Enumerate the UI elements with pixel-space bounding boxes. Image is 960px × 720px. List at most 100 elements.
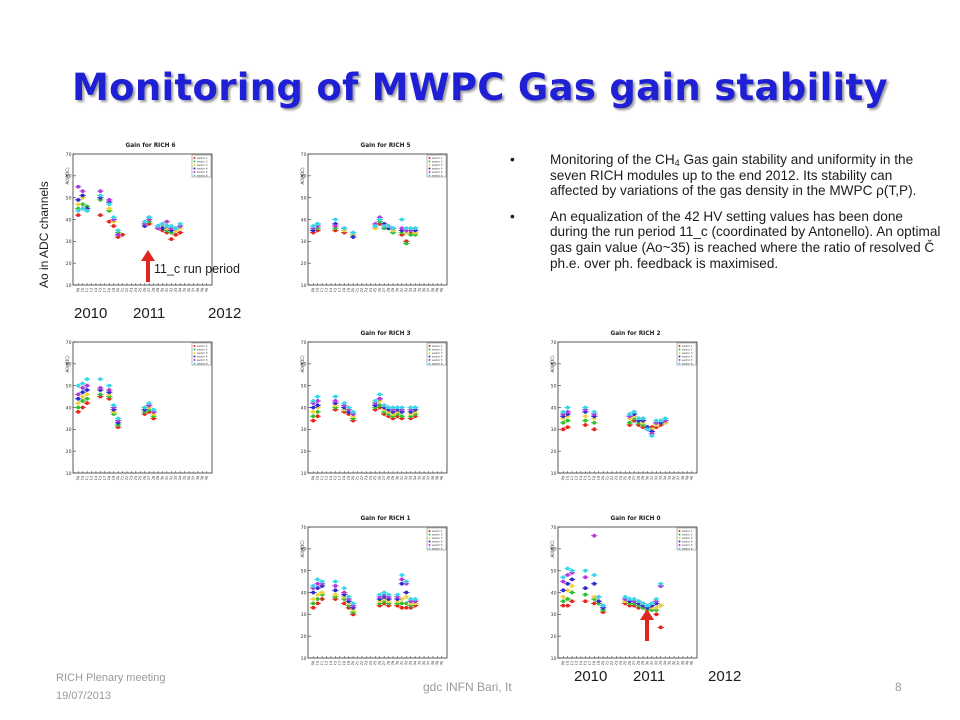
- x-tick-label: 23: [364, 475, 369, 480]
- x-tick-label: 09: [76, 287, 81, 293]
- legend-marker: [428, 160, 431, 163]
- x-tick-label: 37: [676, 660, 681, 665]
- x-tick-label: 27: [147, 475, 152, 480]
- x-tick-label: 37: [676, 475, 681, 480]
- legend-label: sector 1: [682, 344, 693, 348]
- x-tick-label: 28: [151, 475, 156, 481]
- x-tick-label: 17: [102, 475, 107, 480]
- legend-box: [426, 527, 447, 551]
- year-label: 2012: [708, 668, 742, 685]
- data-point: [178, 230, 183, 235]
- data-point: [156, 224, 160, 228]
- x-tick-label: 37: [191, 287, 196, 292]
- x-tick-label: 24: [368, 475, 373, 481]
- legend-label: sector 4: [682, 540, 693, 544]
- data-point: [583, 423, 588, 427]
- data-point: [386, 224, 391, 228]
- data-point: [627, 597, 632, 601]
- legend-label: sector 1: [432, 156, 443, 160]
- data-point: [76, 184, 81, 189]
- data-point: [561, 588, 566, 593]
- data-point: [654, 612, 659, 617]
- legend-marker: [678, 348, 681, 351]
- data-point: [315, 221, 320, 226]
- y-tick-label: 60: [301, 547, 307, 553]
- x-tick-label: 11: [570, 475, 575, 480]
- y-tick-label: 20: [551, 634, 557, 640]
- data-point: [351, 409, 356, 414]
- x-tick-label: 24: [133, 475, 138, 481]
- x-tick-label: 23: [364, 660, 369, 665]
- legend-box: [191, 154, 212, 178]
- data-point: [80, 385, 85, 390]
- data-point: [592, 594, 597, 599]
- x-tick-label: 39: [435, 287, 440, 293]
- y-tick-label: 40: [551, 590, 557, 596]
- year-label: 2011: [633, 668, 666, 685]
- data-point: [142, 405, 147, 410]
- y-tick-label: 60: [551, 362, 557, 368]
- y-tick-label: 30: [301, 239, 307, 245]
- data-point: [315, 409, 320, 414]
- legend-marker: [428, 174, 431, 177]
- x-tick-label: 19: [596, 475, 601, 481]
- data-point: [111, 403, 116, 408]
- data-point: [658, 603, 663, 608]
- data-point: [641, 416, 645, 421]
- data-point: [311, 418, 316, 423]
- x-tick-label: 33: [408, 475, 413, 480]
- data-point: [583, 592, 588, 597]
- data-point: [76, 383, 81, 388]
- x-tick-label: 32: [654, 660, 659, 665]
- data-point: [311, 409, 316, 414]
- x-tick-label: 31: [399, 660, 404, 665]
- legend-marker: [678, 547, 681, 550]
- legend-label: sector 5: [432, 543, 443, 547]
- data-point: [320, 597, 324, 601]
- x-tick-label: 36: [422, 475, 427, 481]
- data-point: [565, 425, 570, 430]
- x-tick-label: 36: [672, 660, 677, 666]
- x-tick-label: 21: [120, 475, 125, 480]
- run-period-arrow-icon: [141, 250, 155, 282]
- y-tick-label: 10: [66, 471, 72, 477]
- x-tick-label: 15: [98, 475, 103, 480]
- data-point: [382, 224, 387, 228]
- x-tick-label: 38: [195, 287, 200, 293]
- data-point: [632, 597, 637, 601]
- data-point: [311, 405, 316, 410]
- data-point: [333, 584, 338, 588]
- bullet-text: An equalization of the 42 HV setting val…: [550, 208, 941, 271]
- data-point: [413, 405, 418, 410]
- data-point: [377, 592, 382, 597]
- data-point: [333, 579, 338, 584]
- data-point: [649, 433, 654, 438]
- x-tick-label: 39: [685, 660, 690, 666]
- legend-marker: [678, 362, 681, 365]
- legend-label: sector 1: [432, 344, 443, 348]
- x-tick-label: 09: [311, 660, 316, 666]
- x-tick-label: 29: [391, 475, 396, 481]
- legend-marker: [428, 167, 431, 170]
- x-tick-label: 31: [649, 475, 654, 480]
- x-tick-label: 24: [368, 660, 373, 666]
- y-tick-label: 60: [551, 547, 557, 553]
- legend-marker: [678, 533, 681, 536]
- x-tick-label: 17: [587, 660, 592, 665]
- x-tick-label: 21: [355, 287, 360, 292]
- data-point: [408, 226, 413, 231]
- data-point: [315, 577, 320, 582]
- bullet-text-pre: Monitoring of the CH: [550, 152, 675, 167]
- data-point: [565, 566, 570, 571]
- legend-marker: [193, 348, 196, 351]
- x-tick-label: 25: [138, 287, 143, 292]
- data-point: [80, 405, 85, 410]
- x-tick-label: 27: [147, 287, 152, 292]
- x-tick-label: 17: [102, 287, 107, 292]
- data-point: [570, 590, 574, 595]
- y-tick-label: 70: [66, 152, 72, 158]
- data-point: [404, 579, 409, 584]
- data-point: [320, 590, 324, 595]
